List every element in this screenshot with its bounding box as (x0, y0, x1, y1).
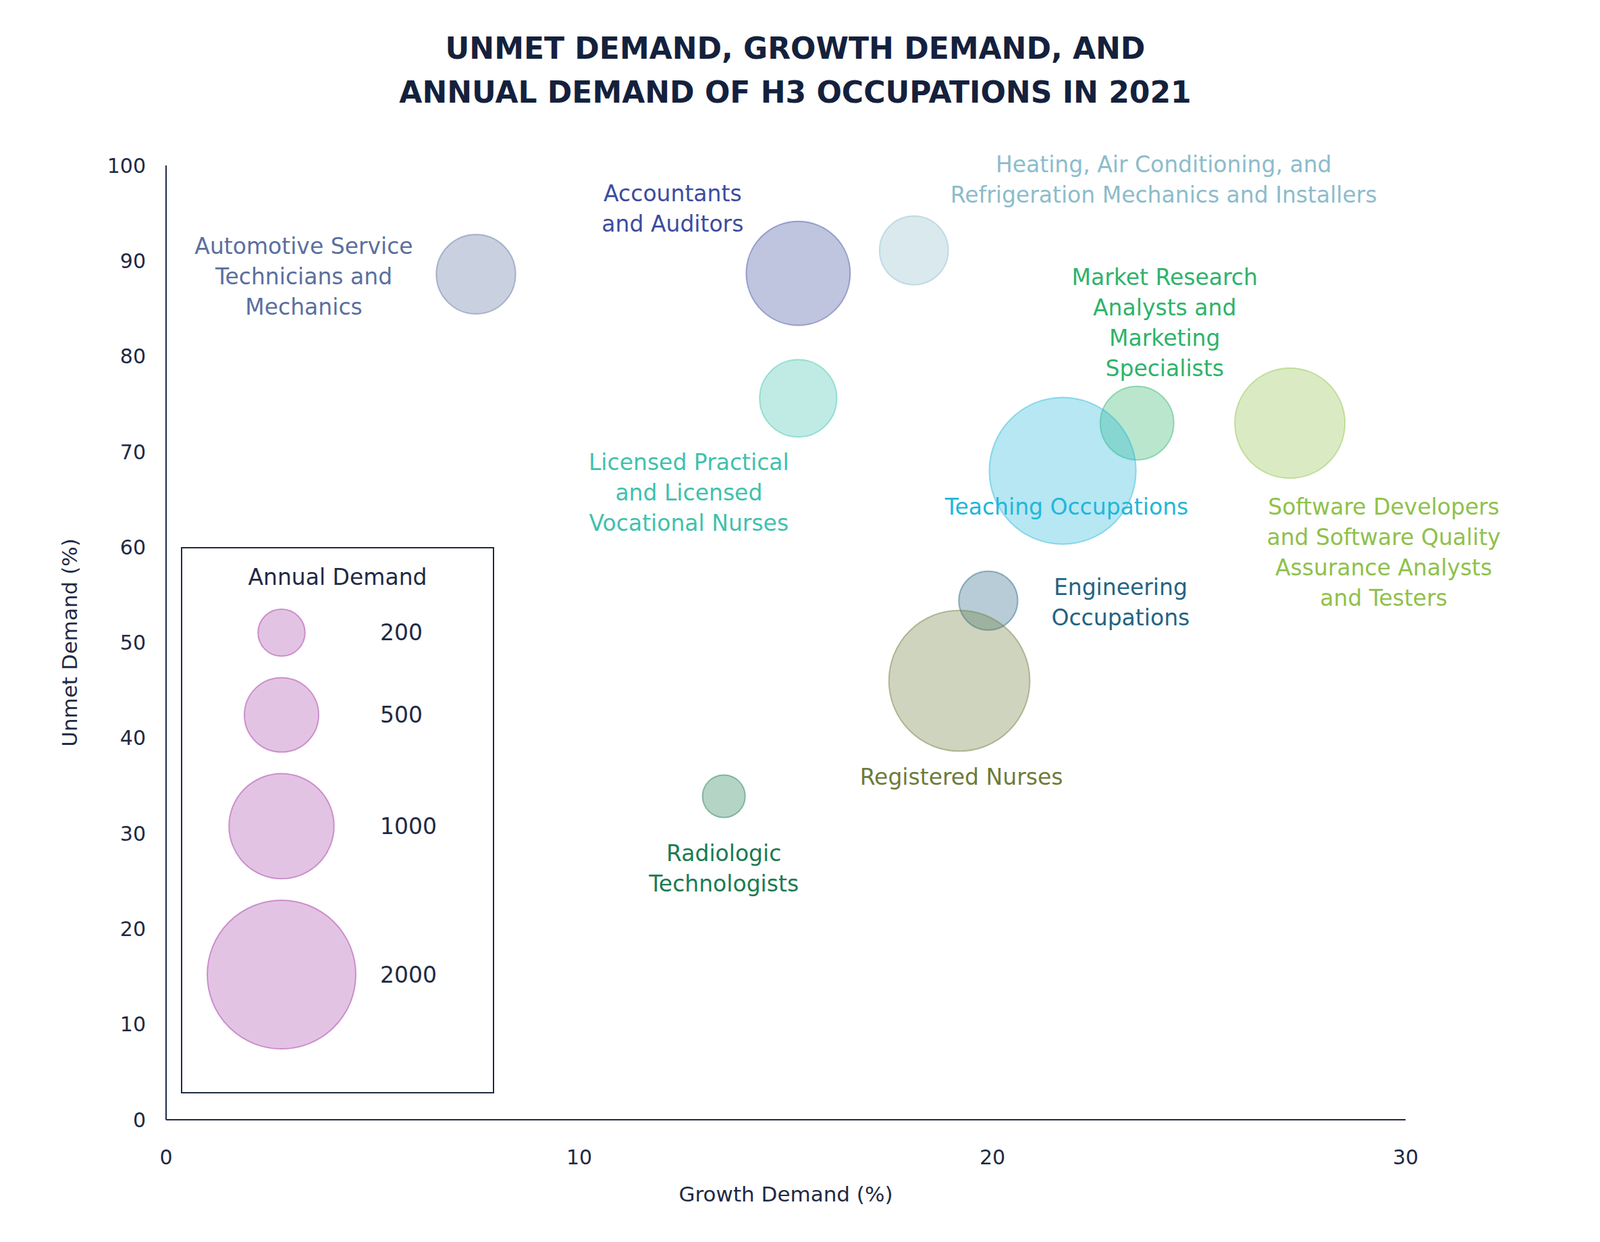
svg-text:Refrigeration Mechanics and In: Refrigeration Mechanics and Installers (950, 181, 1378, 208)
svg-text:30: 30 (120, 821, 146, 846)
svg-text:60: 60 (120, 535, 146, 559)
svg-text:Marketing: Marketing (1109, 324, 1220, 352)
svg-text:Licensed Practical: Licensed Practical (588, 448, 790, 476)
svg-text:Radiologic: Radiologic (666, 839, 782, 867)
svg-text:Unmet Demand (%): Unmet Demand (%) (57, 538, 82, 747)
svg-text:500: 500 (380, 701, 423, 728)
svg-text:Engineering: Engineering (1053, 573, 1188, 601)
svg-text:90: 90 (120, 249, 146, 273)
svg-text:0: 0 (159, 1144, 173, 1169)
svg-text:50: 50 (120, 630, 146, 655)
svg-text:Software Developers: Software Developers (1267, 493, 1500, 520)
svg-text:Technicians and: Technicians and (214, 263, 393, 290)
svg-text:Specialists: Specialists (1105, 355, 1224, 382)
svg-text:Teaching Occupations: Teaching Occupations (944, 493, 1189, 520)
svg-text:10: 10 (566, 1144, 593, 1169)
svg-text:20: 20 (979, 1144, 1006, 1169)
svg-text:40: 40 (120, 725, 146, 750)
svg-text:Heating, Air Conditioning, and: Heating, Air Conditioning, and (995, 151, 1332, 178)
svg-text:70: 70 (120, 440, 146, 464)
svg-text:and Testers: and Testers (1319, 584, 1448, 611)
svg-text:100: 100 (107, 153, 146, 178)
svg-text:and Licensed: and Licensed (615, 479, 763, 506)
svg-text:0: 0 (132, 1107, 146, 1132)
svg-text:and Software Quality: and Software Quality (1266, 523, 1501, 551)
svg-text:2000: 2000 (380, 961, 437, 988)
svg-text:Growth Demand (%): Growth Demand (%) (678, 1181, 893, 1206)
svg-text:30: 30 (1392, 1144, 1419, 1169)
svg-text:80: 80 (120, 344, 146, 368)
svg-text:10: 10 (120, 1011, 146, 1036)
svg-text:Vocational Nurses: Vocational Nurses (589, 509, 790, 537)
svg-text:Accountants: Accountants (603, 180, 742, 207)
svg-text:Mechanics: Mechanics (245, 293, 362, 320)
svg-text:20: 20 (120, 916, 146, 941)
svg-text:200: 200 (380, 619, 423, 646)
svg-text:1000: 1000 (380, 812, 437, 840)
svg-text:Analysts and: Analysts and (1092, 294, 1237, 321)
svg-text:Annual Demand: Annual Demand (247, 563, 427, 591)
svg-text:Assurance Analysts: Assurance Analysts (1275, 554, 1492, 581)
svg-text:and Auditors: and Auditors (601, 210, 744, 237)
svg-text:Occupations: Occupations (1051, 604, 1190, 631)
svg-text:Technologists: Technologists (648, 870, 799, 897)
svg-text:Automotive Service: Automotive Service (194, 232, 413, 260)
html-text:UNMET DEMAND, GROWTH DEMAND, A: UNMET DEMAND, GROWTH DEMAND, AND ANNUAL … (399, 31, 1192, 110)
svg-text:Market Research: Market Research (1072, 263, 1258, 291)
svg-text:Registered Nurses: Registered Nurses (860, 763, 1064, 790)
